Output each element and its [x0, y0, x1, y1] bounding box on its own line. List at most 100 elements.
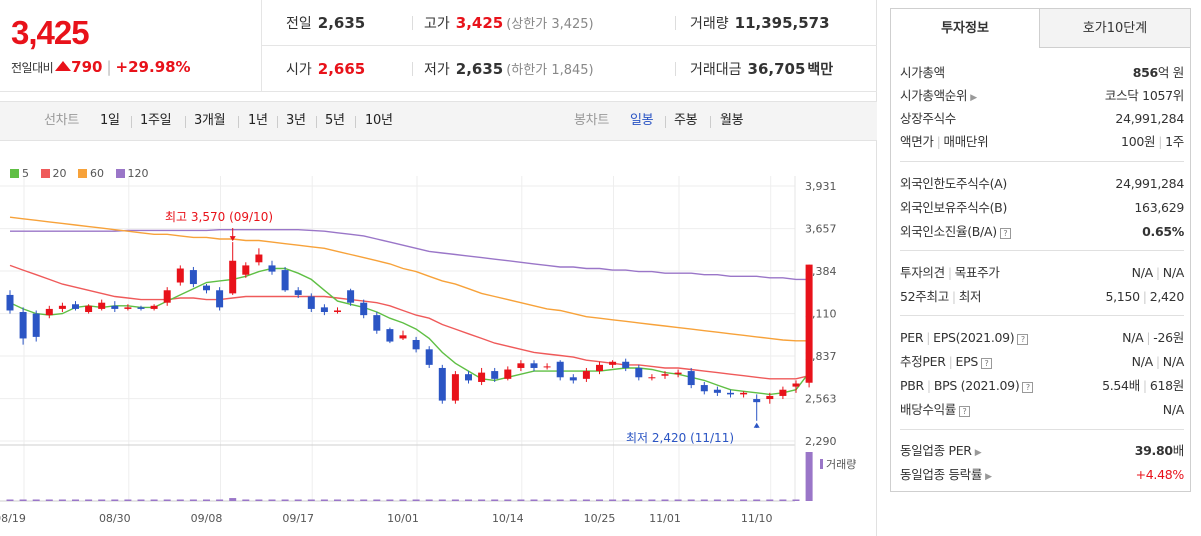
tab-investment-info[interactable]: 투자정보 [890, 8, 1040, 48]
volume-bar [700, 499, 708, 501]
price-box: 3,425 전일대비 790 | +29.98% [0, 0, 262, 92]
help-icon[interactable]: ? [981, 358, 993, 369]
divider: | [106, 58, 112, 76]
low-price: 저가 2,635 (하한가 1,845) [424, 60, 594, 78]
price-chart: 3,931 3,657 3,384 3,110 2,837 2,563 2,290 08/19… [0, 150, 877, 536]
period-3y-button[interactable]: 3년 [286, 113, 306, 128]
candle-body [517, 363, 525, 368]
candle-body [805, 264, 813, 383]
candle-body [543, 366, 551, 368]
monthly-candle-button[interactable]: 월봉 [720, 113, 744, 128]
volume-bar [255, 499, 263, 501]
help-icon[interactable]: ? [1017, 334, 1029, 345]
volume-bar [465, 499, 472, 501]
pbr-row: PBR | BPS (2021.09)? 5.54배 | 618원 [900, 378, 1184, 393]
candle-body [491, 371, 499, 379]
candle-body [307, 296, 315, 309]
change-percent: +29.98% [115, 58, 191, 76]
estimated-per-row: 추정PER | EPS? N/A | N/A [900, 354, 1184, 369]
change-label: 전일대비 [11, 61, 54, 75]
help-icon[interactable]: ? [999, 228, 1011, 239]
quote-header: 3,425 전일대비 790 | +29.98% 전일 2,635 고가 3,425 (상한… [0, 0, 877, 92]
legend-ma20: 20 [40, 167, 67, 180]
y-tick-label: 3,110 [805, 308, 837, 321]
volume-label: 거래량 [820, 456, 856, 472]
y-tick-label: 3,657 [805, 223, 837, 236]
x-tick-label: 10/25 [584, 512, 616, 525]
sector-per-row[interactable]: 동일업종 PER ▶ 39.80배 [900, 443, 1184, 458]
candle-body [530, 363, 538, 368]
volume-bar [648, 499, 656, 501]
tab-order-book[interactable]: 호가10단계 [1039, 8, 1191, 48]
volume-bar [111, 499, 119, 501]
period-1d-button[interactable]: 1일 [100, 113, 120, 128]
volume-bar [622, 499, 630, 501]
candle-body [648, 377, 656, 379]
weekly-candle-button[interactable]: 주봉 [674, 113, 698, 128]
period-5y-button[interactable]: 5년 [325, 113, 345, 128]
y-tick-label: 2,290 [805, 435, 837, 448]
candle-body [32, 313, 40, 337]
volume-bar [242, 499, 250, 501]
candle-body [242, 265, 250, 275]
volume-bar [137, 499, 145, 501]
sector-rate-row[interactable]: 동일업종 등락률 ▶ +4.48% [900, 467, 1184, 482]
market-cap-rank-row[interactable]: 시가총액순위 ▶ 코스닥 1057위 [900, 88, 1184, 103]
candle-body [6, 294, 14, 311]
candle-body [766, 395, 774, 400]
x-tick-label: 10/01 [387, 512, 419, 525]
market-cap-row: 시가총액 856억 원 [900, 65, 1184, 80]
up-arrow-icon [55, 61, 72, 71]
x-tick-label: 08/19 [0, 512, 26, 525]
candle-body [150, 305, 158, 309]
volume-bar [85, 499, 93, 501]
low-annotation: 최저 2,420 (11/11) [626, 431, 735, 445]
volume-bar [753, 499, 761, 501]
candle-body [582, 371, 590, 379]
volume-bar [517, 499, 525, 501]
volume: 거래량 11,395,573 [690, 14, 830, 32]
candle-body [294, 290, 302, 295]
candle-body [216, 290, 224, 308]
candle-body [661, 374, 669, 376]
period-1w-button[interactable]: 1주일 [140, 113, 172, 128]
period-3m-button[interactable]: 3개월 [194, 113, 226, 128]
chevron-right-icon: ▶ [974, 448, 982, 458]
volume-bar [792, 499, 800, 501]
legend-ma5: 5 [10, 167, 29, 180]
chart-toolbar: 선차트 1일 1주일 3개월 1년 3년 5년 10년 봉차트 일봉 주봉 월봉 [0, 101, 877, 141]
investment-info-panel: 투자정보 호가10단계 시가총액 856억 원 시가총액순위 ▶ 코스닥 1057… [890, 0, 1201, 536]
candle-body [438, 367, 446, 401]
volume-bar [163, 499, 171, 501]
candle-body [137, 307, 145, 309]
period-10y-button[interactable]: 10년 [365, 113, 393, 128]
foreign-ratio-row: 외국인소진율(B/A)? 0.65% [900, 224, 1184, 239]
volume-bar [347, 499, 355, 501]
volume-bar [635, 499, 643, 501]
candle-body [281, 270, 289, 291]
trade-amount: 거래대금 36,705 백만 [690, 60, 834, 78]
legend-ma120: 120 [115, 167, 149, 180]
candle-body [451, 374, 459, 401]
candle-body [19, 312, 27, 339]
volume-bar [386, 499, 394, 501]
help-icon[interactable]: ? [1022, 382, 1034, 393]
volume-bar [805, 452, 813, 501]
candle-body [189, 270, 197, 285]
foreign-hold-row: 외국인보유주식수(B) 163,629 [900, 200, 1184, 215]
help-icon[interactable]: ? [959, 406, 971, 417]
candle-body [779, 389, 787, 396]
ma60-line [9, 216, 810, 342]
par-value-row: 액면가 | 매매단위 100원 | 1주 [900, 134, 1184, 149]
foreign-limit-row: 외국인한도주식수(A) 24,991,284 [900, 176, 1184, 191]
y-tick-label: 2,837 [805, 350, 837, 363]
volume-bar [740, 499, 748, 501]
volume-bar [176, 499, 184, 501]
period-1y-button[interactable]: 1년 [248, 113, 268, 128]
candle-body [163, 290, 171, 303]
volume-bar [713, 499, 721, 501]
candle-body [176, 268, 184, 283]
volume-bar [766, 499, 774, 501]
per-row: PER | EPS(2021.09)? N/A | -26원 [900, 330, 1184, 345]
daily-candle-button[interactable]: 일봉 [630, 113, 654, 128]
